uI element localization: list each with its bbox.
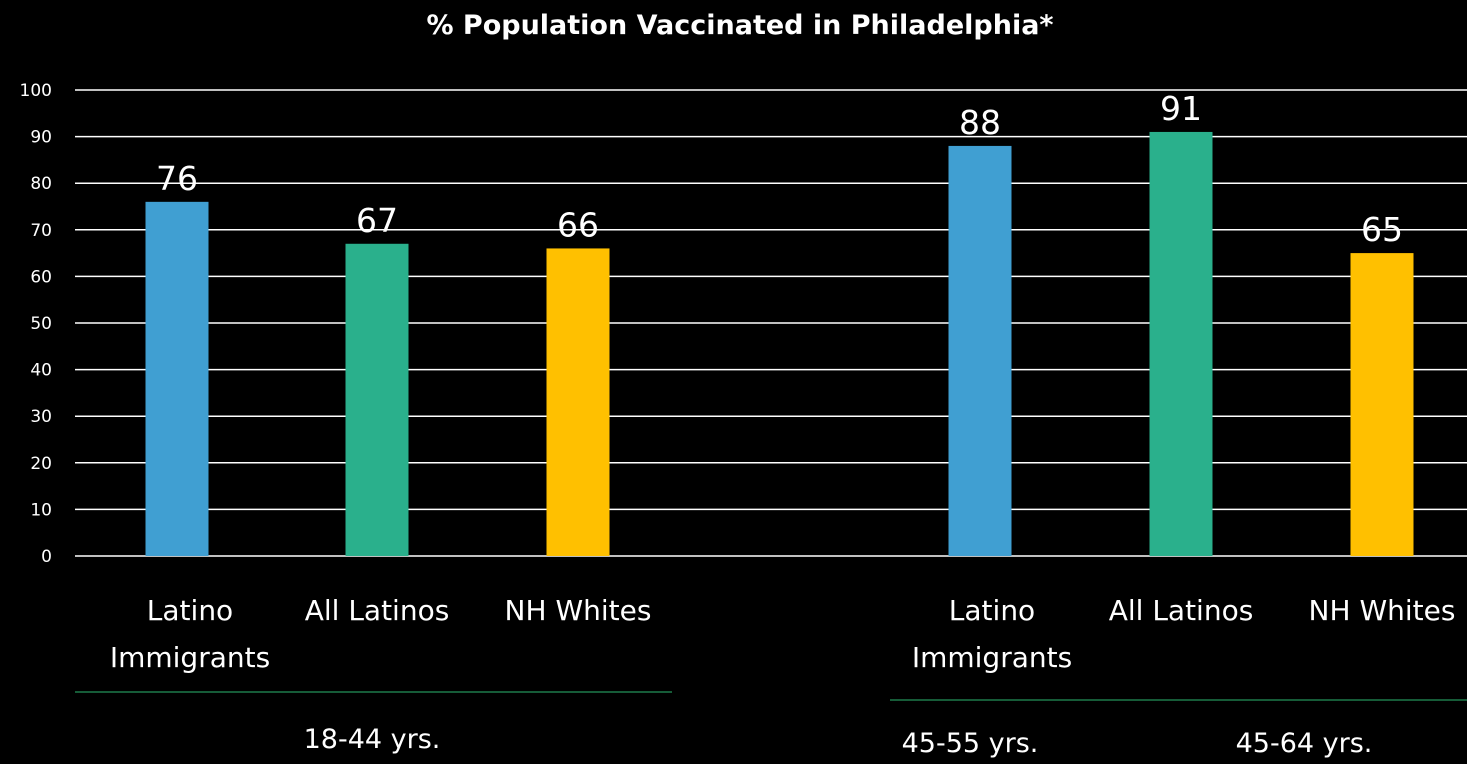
bars xyxy=(146,132,1414,556)
bar xyxy=(1351,253,1414,556)
chart-title: % Population Vaccinated in Philadelphia* xyxy=(426,10,1053,41)
y-tick-label: 20 xyxy=(30,454,52,474)
data-label: 76 xyxy=(156,159,198,198)
y-tick-label: 80 xyxy=(30,174,52,194)
category-label: Immigrants xyxy=(912,641,1072,674)
y-tick-label: 90 xyxy=(30,128,52,148)
group-label: 45-55 yrs. xyxy=(902,728,1039,759)
y-tick-label: 30 xyxy=(30,407,52,427)
category-label: Latino xyxy=(147,594,233,627)
category-labels: Latino Immigrants All Latinos NH Whites Lati… xyxy=(110,594,1456,674)
bar xyxy=(1150,132,1213,556)
data-label: 66 xyxy=(557,205,599,244)
category-label: NH Whites xyxy=(505,594,652,627)
group-labels: 18-44 yrs. 45-55 yrs. 45-64 yrs. xyxy=(75,692,1467,759)
y-tick-label: 40 xyxy=(30,361,52,381)
category-label: NH Whites xyxy=(1309,594,1456,627)
y-tick-labels: 0 10 20 30 40 50 60 70 80 90 100 xyxy=(20,81,52,567)
category-label: Immigrants xyxy=(110,641,270,674)
bar xyxy=(146,202,209,556)
y-tick-label: 70 xyxy=(30,221,52,241)
bar xyxy=(346,244,409,556)
category-label: All Latinos xyxy=(1109,594,1254,627)
data-labels: 76 67 66 88 91 65 xyxy=(156,89,1403,249)
bar xyxy=(949,146,1012,556)
data-label: 91 xyxy=(1160,89,1202,128)
group-label: 45-64 yrs. xyxy=(1236,728,1373,759)
group-label: 18-44 yrs. xyxy=(304,724,441,755)
data-label: 65 xyxy=(1361,210,1403,249)
gridlines xyxy=(75,90,1467,556)
data-label: 88 xyxy=(959,103,1001,142)
data-label: 67 xyxy=(356,201,398,240)
category-label: Latino xyxy=(949,594,1035,627)
y-tick-label: 100 xyxy=(20,81,52,101)
y-tick-label: 0 xyxy=(41,547,52,567)
bar xyxy=(547,248,610,556)
category-label: All Latinos xyxy=(305,594,450,627)
y-tick-label: 10 xyxy=(30,500,52,520)
y-tick-label: 50 xyxy=(30,314,52,334)
y-tick-label: 60 xyxy=(30,267,52,287)
